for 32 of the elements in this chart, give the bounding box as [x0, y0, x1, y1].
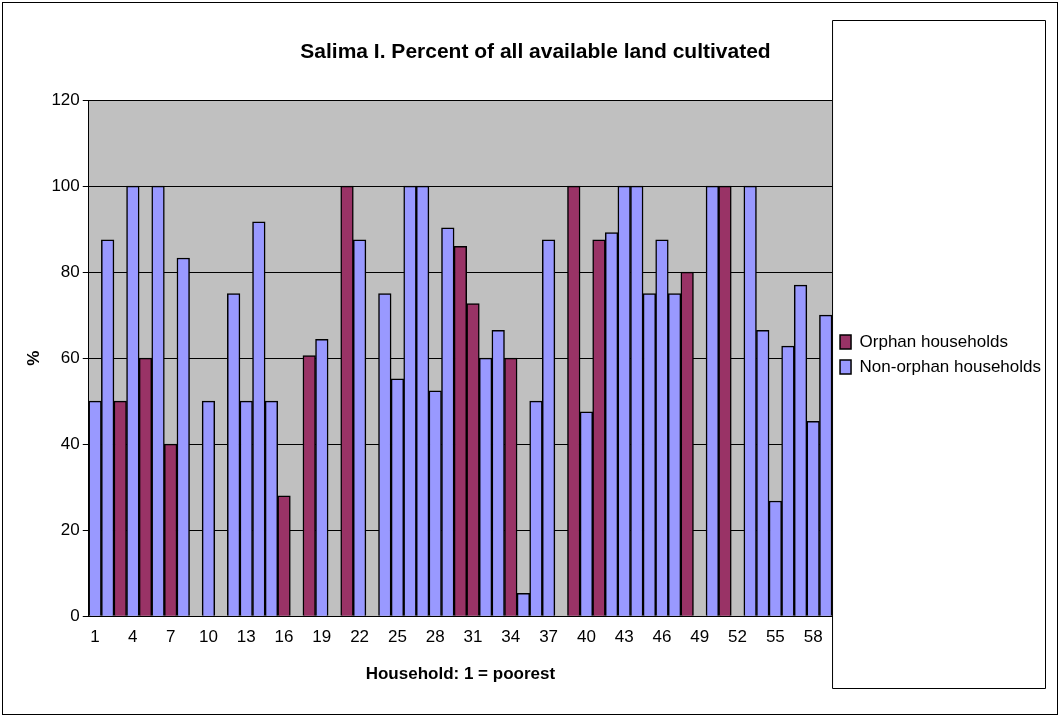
x-tick-label: 55: [765, 627, 785, 647]
x-tick-label: 40: [576, 627, 596, 647]
legend-label: Non-orphan households: [859, 356, 1042, 376]
x-tick-label: 28: [425, 627, 445, 647]
legend-label: Orphan households: [859, 331, 1008, 351]
x-axis-title: Household: 1 = poorest: [365, 664, 556, 684]
y-tick-label: 80: [60, 261, 80, 281]
x-tick-label: 49: [690, 627, 710, 647]
x-tick-label: 16: [274, 627, 294, 647]
y-tick-label: 0: [70, 605, 80, 625]
x-tick-label: 4: [128, 627, 138, 647]
y-tick-label: 20: [60, 519, 80, 539]
x-tick-label: 31: [463, 627, 483, 647]
x-tick-label: 43: [614, 627, 634, 647]
x-tick-label: 34: [501, 627, 521, 647]
x-tick-label: 13: [236, 627, 256, 647]
x-tick-label: 1: [90, 627, 100, 647]
y-tick-label: 60: [60, 347, 80, 367]
x-tick-label: 7: [165, 627, 176, 647]
x-tick-label: 46: [652, 627, 672, 647]
x-tick-label: 10: [198, 627, 218, 647]
x-tick-label: 19: [312, 627, 332, 647]
x-tick-label: 37: [539, 627, 559, 647]
y-axis-title: %: [23, 350, 43, 366]
x-tick-label: 52: [728, 627, 748, 647]
chart-title: Salima I. Percent of all available land cultivated: [300, 39, 771, 63]
x-tick-label: 58: [803, 627, 823, 647]
y-tick-label: 100: [51, 175, 80, 195]
y-tick-label: 120: [51, 89, 80, 109]
x-tick-label: 22: [350, 627, 370, 647]
y-tick-label: 40: [60, 433, 80, 453]
x-tick-label: 25: [387, 627, 407, 647]
